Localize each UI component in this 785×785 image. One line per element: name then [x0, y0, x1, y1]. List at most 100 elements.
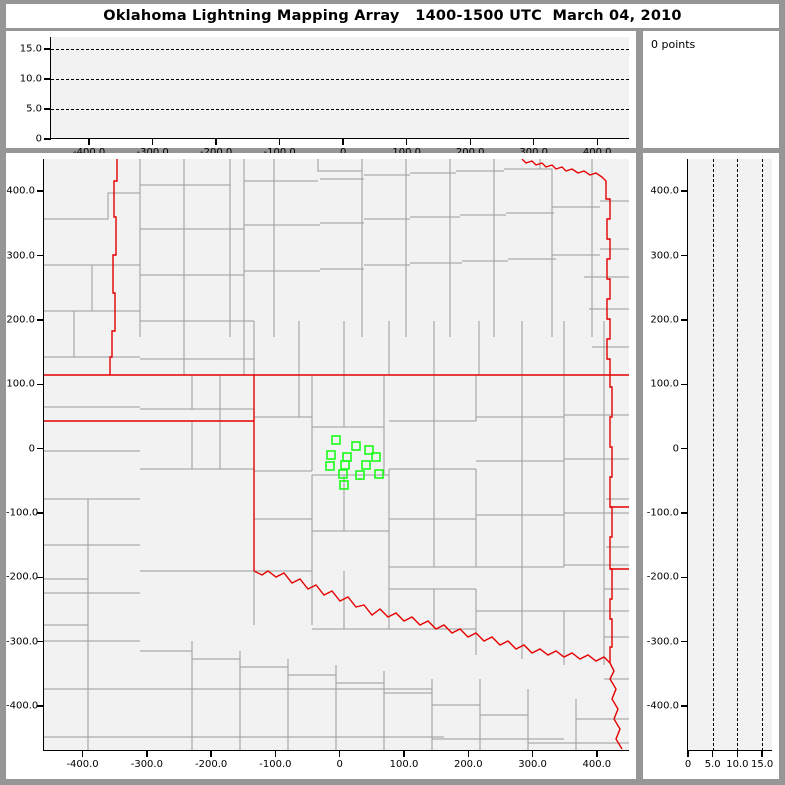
axis-tick-x	[403, 751, 405, 757]
window-title-bar: Oklahoma Lightning Mapping Array 1400-15…	[6, 4, 779, 28]
axis-label-y: 0	[28, 443, 35, 455]
axis-tick-y	[44, 138, 51, 140]
axis-tick-x	[761, 751, 763, 757]
axis-label-y: -100.0	[6, 507, 39, 519]
axis-label-x: 100.0	[389, 759, 419, 770]
top-panel-x-axis	[50, 138, 629, 140]
axis-tick-y	[681, 319, 688, 321]
axis-label-x: -400.0	[66, 759, 99, 770]
axis-label-y: 100.0	[650, 378, 679, 390]
axis-label-y: -400.0	[6, 700, 39, 712]
axis-label-y: -100.0	[646, 507, 679, 519]
source-marker	[374, 469, 384, 479]
axis-tick-x	[405, 139, 408, 145]
axis-tick-y	[37, 319, 44, 321]
axis-tick-x	[81, 751, 84, 757]
axis-label-x: 100.0	[392, 147, 421, 158]
axis-tick-y	[37, 640, 44, 643]
point-count-panel: 0 points	[643, 31, 779, 148]
axis-label-x: -300.0	[130, 759, 163, 770]
axis-tick-y	[44, 78, 51, 80]
axis-label-y: 5.0	[26, 103, 42, 115]
axis-tick-y	[681, 705, 688, 707]
axis-tick-x	[533, 139, 535, 145]
axis-tick-x	[215, 139, 217, 145]
source-marker	[361, 460, 371, 470]
axis-tick-x	[467, 751, 469, 757]
source-marker	[351, 441, 361, 451]
axis-tick-x	[596, 751, 598, 757]
plan-view-map-panel[interactable]: 400.0 300.0 200.0 100.0 0 -100.0 -200.0 -300.0 -…	[6, 153, 636, 779]
gridline-vertical	[712, 159, 714, 751]
gridline-horizontal	[51, 49, 629, 50]
status-badge: 0 points	[651, 38, 696, 51]
axis-tick-x	[342, 139, 344, 145]
side-panel-x-axis	[687, 750, 772, 752]
axis-tick-x	[596, 139, 598, 145]
axis-tick-y	[681, 640, 688, 643]
altitude-vs-x-panel[interactable]: 0 5.0 10.0 15.0 -400.0 -300.0 -200.0 -100.0 0 100…	[6, 31, 636, 158]
axis-label-y: 0	[672, 443, 679, 455]
map-panel-x-axis	[43, 750, 629, 752]
source-marker	[339, 480, 349, 490]
side-panel-y-axis	[687, 159, 689, 751]
axis-tick-y	[37, 254, 44, 257]
axis-tick-x	[146, 751, 148, 757]
axis-label-x: 5.0	[704, 759, 721, 770]
axis-tick-y	[44, 48, 51, 50]
axis-label-x: -200.0	[200, 147, 232, 158]
axis-tick-x	[531, 751, 534, 757]
axis-label-x: 300.0	[519, 147, 548, 158]
axis-label-y: -300.0	[6, 636, 39, 648]
page-title: Oklahoma Lightning Mapping Array 1400-15…	[103, 8, 682, 24]
top-panel-y-axis	[50, 37, 52, 139]
gridline-vertical	[762, 159, 764, 751]
axis-tick-x	[712, 751, 714, 757]
axis-tick-y	[681, 512, 688, 514]
axis-label-x: 10.0	[726, 759, 749, 770]
axis-label-x: 300.0	[518, 759, 547, 770]
axis-label-y: 15.0	[19, 43, 42, 55]
axis-label-y: 200.0	[6, 314, 35, 326]
axis-label-y: 200.0	[650, 314, 679, 326]
source-marker	[355, 470, 365, 480]
axis-label-x: 0	[684, 759, 692, 770]
source-marker	[342, 452, 352, 462]
axis-tick-y	[37, 447, 44, 450]
axis-tick-x	[151, 139, 154, 145]
axis-label-y: -400.0	[646, 700, 679, 712]
axis-tick-x	[687, 751, 689, 757]
axis-label-y: -300.0	[646, 636, 679, 648]
axis-tick-y	[681, 447, 688, 450]
gridline-vertical	[737, 159, 739, 751]
axis-label-x: -300.0	[137, 147, 169, 158]
county-borders-layer	[44, 159, 629, 751]
axis-tick-x	[210, 751, 212, 757]
axis-tick-y	[37, 383, 44, 385]
altitude-vs-x-plot-area[interactable]	[51, 37, 629, 139]
axis-label-y: 300.0	[650, 250, 679, 262]
axis-label-x: -100.0	[264, 147, 296, 158]
axis-label-x: 0	[336, 759, 343, 770]
altitude-vs-y-plot-area[interactable]	[688, 159, 772, 751]
plan-view-map-plot-area[interactable]	[44, 159, 629, 751]
axis-label-x: 200.0	[453, 759, 483, 770]
source-marker	[371, 452, 381, 462]
axis-tick-x	[339, 751, 341, 757]
altitude-vs-y-panel[interactable]: 400.0 300.0 200.0 100.0 0 -100.0 -200.0 -300.0 -…	[643, 153, 779, 779]
axis-label-y: 400.0	[6, 185, 35, 197]
axis-tick-x	[278, 139, 281, 145]
axis-label-x: -100.0	[259, 759, 292, 770]
axis-tick-y	[37, 576, 44, 578]
axis-tick-y	[681, 254, 688, 257]
axis-label-y: -200.0	[6, 571, 39, 583]
axis-tick-y	[681, 190, 688, 192]
axis-label-x: -400.0	[73, 147, 105, 158]
state-borders-layer	[44, 159, 629, 750]
source-marker	[325, 461, 335, 471]
axis-label-y: 10.0	[19, 73, 42, 85]
axis-tick-y	[681, 383, 688, 385]
map-panel-y-axis	[43, 159, 45, 751]
gridline-horizontal	[51, 109, 629, 110]
